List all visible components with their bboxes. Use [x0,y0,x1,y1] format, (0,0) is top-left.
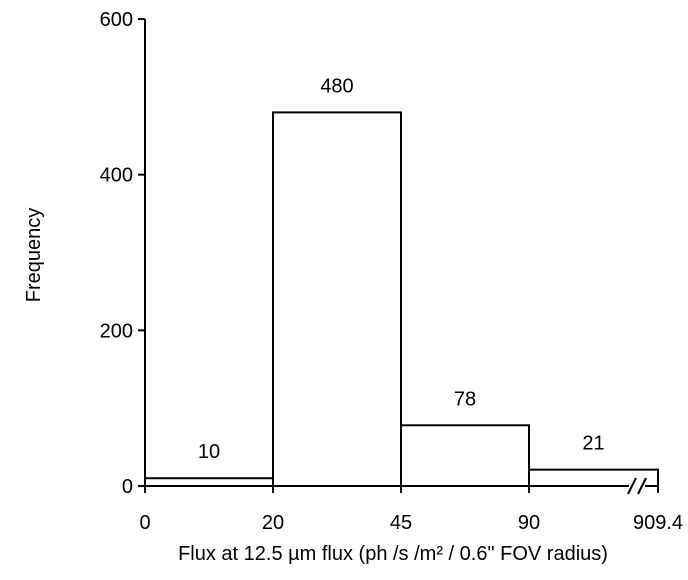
bar-value-label: 10 [198,441,220,463]
bar-value-label: 21 [582,433,604,455]
x-tick-label: 909.4 [633,512,683,534]
bar-value-label: 78 [454,388,476,410]
histogram-bar [400,424,530,488]
x-axis-title: Flux at 12.5 µm flux (ph /s /m² / 0.6" F… [178,543,608,565]
bar-value-label: 480 [320,75,353,97]
y-tick-label: 0 [122,476,133,498]
x-tick-label: 0 [139,512,150,534]
y-tick-label: 200 [100,320,133,342]
x-tick-label: 90 [518,512,540,534]
x-tick-label: 20 [262,512,284,534]
histogram-bar [272,111,402,488]
axes-group [138,18,659,495]
labels-group: 10 480 78 21 0 200 400 600 0 20 45 90 909.4 [100,9,683,534]
histogram-bar [144,477,274,488]
y-tick-label: 400 [100,165,133,187]
axis-break-marks [627,477,647,495]
y-axis-title: Frequency [23,208,45,303]
y-tick-label: 600 [100,9,133,31]
bars-group [144,111,659,488]
x-tick-label: 45 [390,512,412,534]
